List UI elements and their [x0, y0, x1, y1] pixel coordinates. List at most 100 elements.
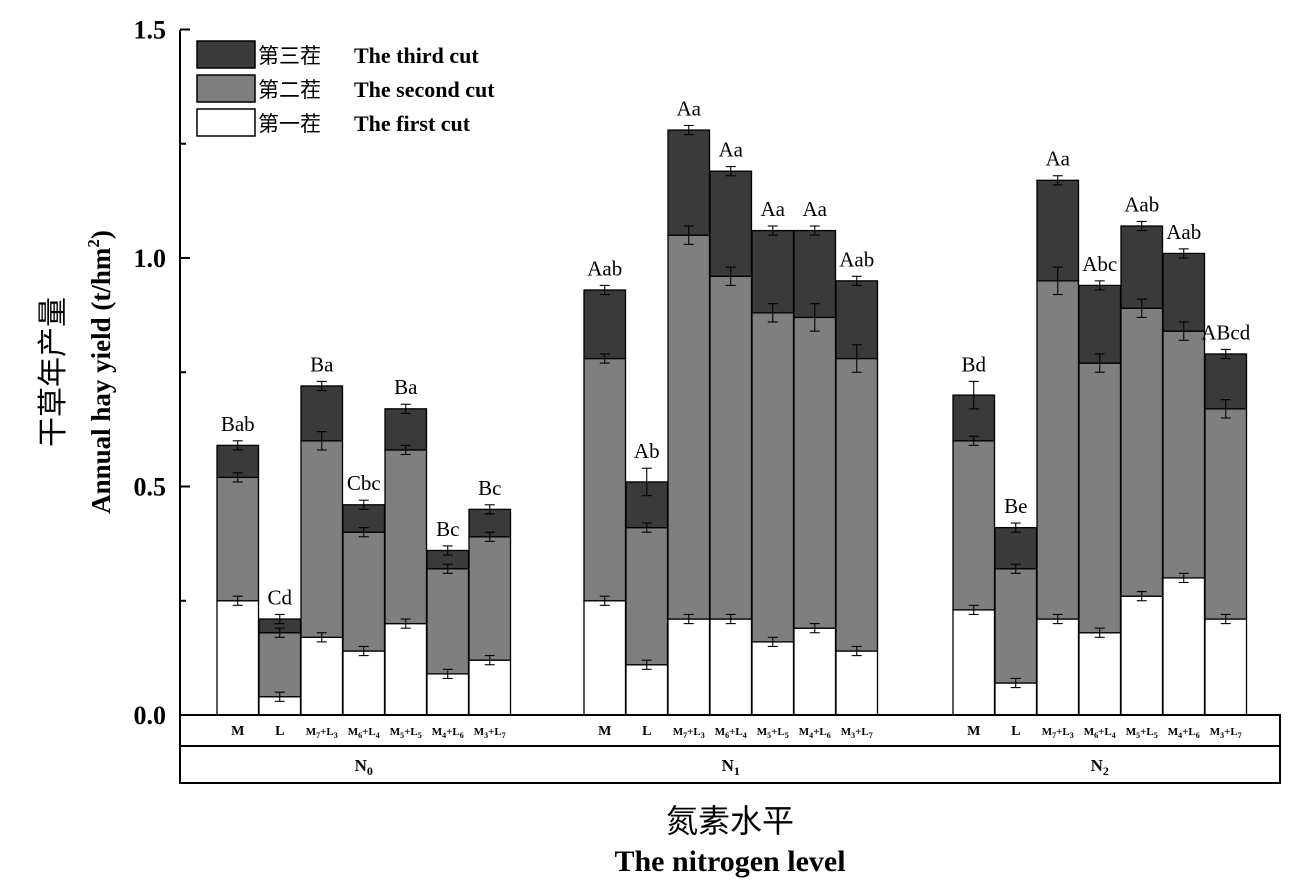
bar-segment-cut-1: [583, 600, 627, 716]
bar-segment-cut-3: [1078, 284, 1122, 364]
x-category-label: M: [231, 724, 244, 739]
x-category-label: M: [967, 724, 980, 739]
y-axis-title-cn: 干草年产量: [36, 297, 71, 447]
bar-segment-cut-2: [342, 531, 386, 652]
significance-label: Cd: [267, 585, 292, 609]
x-category-label: M4+L6: [799, 726, 831, 740]
bar-segment-cut-2: [300, 440, 344, 638]
y-axis-title-en-close: ): [86, 230, 116, 239]
error-bar: [683, 225, 694, 245]
bar-segment-cut-3: [751, 229, 795, 314]
legend: 第三茬 The third cut 第二茬 The second cut 第一茬 The …: [196, 40, 495, 137]
error-bar: [358, 499, 369, 510]
legend-entry: 第三茬 The third cut: [196, 40, 479, 69]
bar-segment-cut-2: [994, 568, 1038, 684]
bar-segment-cut-2: [1120, 307, 1164, 597]
error-bar: [641, 659, 652, 670]
error-bar: [1052, 175, 1063, 186]
significance-label: Bab: [221, 412, 255, 436]
x-category-label: M4+L6: [1168, 726, 1200, 740]
error-bar: [274, 691, 285, 702]
bar-segment-cut-1: [625, 664, 669, 716]
x-category-label: M3+L7: [474, 726, 506, 740]
error-bar: [968, 380, 979, 410]
bar-segment-cut-2: [751, 312, 795, 643]
legend-swatch: [196, 74, 256, 103]
legend-entry: 第一茬 The first cut: [196, 108, 471, 137]
bar-segment-cut-2: [1036, 280, 1080, 620]
bar-segment-cut-3: [994, 526, 1038, 570]
bar-segment-cut-2: [258, 632, 302, 698]
error-bar: [442, 668, 453, 679]
bar-segment-cut-2: [1204, 408, 1248, 620]
error-bar: [316, 632, 327, 643]
y-axis-title-en-main: Annual hay yield (t/hm: [86, 247, 116, 514]
error-bar: [725, 166, 736, 177]
legend-label-cn: 第一茬: [258, 112, 321, 136]
error-bar: [442, 563, 453, 574]
bar-segment-cut-1: [426, 673, 470, 716]
significance-label: ABcd: [1201, 320, 1250, 344]
nitrogen-level-label: N2: [1091, 756, 1109, 778]
error-bar: [1052, 613, 1063, 625]
error-bar: [809, 225, 820, 236]
error-bar: [400, 444, 411, 456]
x-category-label: M5+L5: [757, 726, 789, 740]
plot-area: Bab Cd Ba Cbc Ba Bc Bc Aab Ab Aa Aa Aa Aa Aab Bd Be Aa Ab…: [216, 96, 1251, 716]
error-bar: [641, 522, 652, 533]
bar-segment-cut-1: [1036, 618, 1080, 716]
legend-label-en: The first cut: [354, 111, 471, 136]
bar-segment-cut-3: [1162, 252, 1206, 332]
x-axis-title-en: The nitrogen level: [614, 845, 845, 878]
x-category-label: M6+L4: [348, 726, 380, 740]
bar-segment-cut-1: [300, 636, 344, 716]
error-bar: [851, 645, 862, 657]
legend-label-cn: 第二茬: [258, 78, 321, 102]
error-bar: [274, 613, 285, 625]
category-table: [179, 714, 1281, 784]
error-bar: [599, 353, 610, 364]
bar-segment-cut-1: [1204, 618, 1248, 716]
error-bar: [400, 403, 411, 414]
bar-segment-cut-3: [1036, 179, 1080, 282]
bar-segment-cut-3: [384, 408, 428, 451]
bar-segment-cut-1: [793, 627, 837, 716]
legend-label-en: The second cut: [354, 77, 495, 102]
bar-segment-cut-2: [709, 275, 753, 620]
error-bar: [316, 431, 327, 451]
nitrogen-level-label: N0: [355, 756, 373, 778]
error-bar: [1136, 298, 1147, 318]
nitrogen-level-labels: N0 N1 N2: [355, 756, 1109, 778]
error-bar: [232, 440, 243, 451]
x-category-label: M7+L3: [1042, 726, 1074, 740]
error-bar: [484, 531, 495, 542]
error-bar: [1220, 613, 1231, 625]
significance-label: Aab: [1124, 192, 1159, 216]
x-category-label: M6+L4: [715, 726, 747, 740]
error-bar: [1094, 353, 1105, 373]
x-category-label: M7+L3: [306, 726, 338, 740]
significance-label: Aa: [719, 138, 744, 162]
x-category-labels: M L M7+L3 M6+L4 M5+L5 M4+L6 M3+L7 M L M7+L3 M6+L4 M…: [231, 724, 1242, 740]
error-bar: [484, 504, 495, 515]
significance-label: Be: [1004, 494, 1027, 518]
bar-segment-cut-1: [709, 618, 753, 716]
error-bar: [725, 613, 736, 625]
bar-segment-cut-1: [667, 618, 711, 716]
y-tick-label: 0.0: [134, 701, 167, 730]
significance-label: Bc: [436, 517, 459, 541]
y-axis-title-en: Annual hay yield (t/hm2): [84, 230, 116, 514]
x-category-label: M5+L5: [1126, 726, 1158, 740]
significance-label: Cbc: [347, 471, 381, 495]
significance-label: Aab: [1166, 220, 1201, 244]
x-category-label: L: [642, 724, 651, 739]
significance-label: Bc: [478, 476, 501, 500]
error-bar: [683, 124, 694, 136]
legend-swatch: [196, 40, 256, 69]
bar-segment-cut-1: [342, 650, 386, 716]
error-bar: [851, 344, 862, 373]
x-category-label: M3+L7: [1210, 726, 1242, 740]
error-bar: [851, 275, 862, 286]
x-category-label: M7+L3: [673, 726, 705, 740]
bar-segment-cut-2: [583, 357, 627, 602]
